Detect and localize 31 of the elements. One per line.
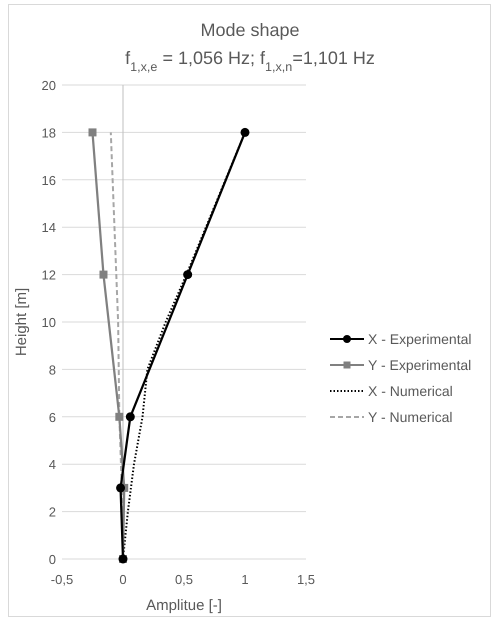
x-tick-label: 1	[241, 572, 249, 587]
x-axis-title: Amplitue [-]	[146, 597, 222, 614]
point	[183, 270, 192, 280]
y-axis-title: Height [m]	[13, 288, 30, 356]
y-tick-label: 8	[48, 362, 56, 378]
y-tick-label: 20	[42, 78, 56, 93]
x-tick-label: 0,5	[174, 572, 194, 587]
y-tick-label: 12	[42, 268, 56, 283]
x-tick-label: -0,5	[50, 572, 74, 587]
point	[115, 412, 124, 421]
chart-subtitle: f$_{1,x,e}$ = 1,056 Hz; f$_{1,x,n}$=1,101 Hz	[125, 48, 375, 74]
y-tick-label: 0	[48, 552, 56, 567]
y-tick-label: 2	[48, 504, 56, 520]
legend-label: X - Experimental	[368, 331, 472, 347]
legend-label: Y - Numerical	[368, 409, 453, 425]
y-tick-label: 16	[42, 172, 56, 188]
y-tick-label: 4	[48, 457, 56, 472]
y-tick-label: 18	[42, 125, 56, 140]
point	[116, 483, 126, 492]
point	[99, 270, 108, 279]
legend-label: X - Numerical	[368, 383, 453, 399]
point	[240, 128, 250, 137]
point	[88, 128, 96, 136]
y-tick-label: 10	[42, 315, 56, 330]
x-tick-label: 0	[119, 572, 127, 587]
legend-label: Y - Experimental	[368, 357, 472, 373]
x-tick-label: 1,5	[296, 572, 316, 587]
chart-title: Mode shape	[200, 20, 300, 40]
y-tick-label: 6	[48, 410, 56, 425]
point	[126, 412, 135, 422]
y-tick-label: 14	[42, 220, 56, 236]
